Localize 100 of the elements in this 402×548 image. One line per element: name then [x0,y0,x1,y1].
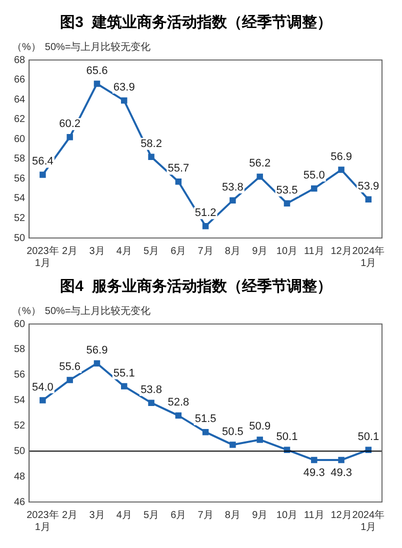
point [40,172,46,178]
text: 50%=与上月比较无变化 [44,40,151,53]
y-tick-label: 64 [14,94,26,106]
data-label: 50.9 [249,420,271,433]
y-tick-label: 60 [14,318,26,330]
x-tick-label: 8月 [224,510,240,521]
point [40,397,46,404]
data-label: 49.3 [303,467,325,480]
x-tick-label: 2024年 1月 [352,244,385,269]
y-tick-label: 50 [14,446,26,457]
y-tick-label: 54 [14,193,26,204]
chart-title: 图3 建筑业商务活动指数（经季节调整） [60,13,332,32]
y-tick-label: 48 [14,471,26,482]
x-tick-label: 7月 [198,246,214,257]
x-tick-label: 2023年 1月 [26,508,59,533]
data-label: 63.9 [113,82,135,94]
data-label: 56.4 [32,156,54,168]
point [148,400,154,406]
y-tick-label: 52 [14,420,26,432]
x-tick-label: 2月 [62,246,78,257]
point [202,428,209,436]
data-label: 52.8 [168,396,190,409]
x-tick-label: 3月 [89,510,105,521]
y-tick-label: 56 [14,370,26,381]
y-tick-label: 60 [14,134,26,145]
point [230,197,236,204]
point [230,442,236,448]
data-label: 49.3 [330,467,352,480]
point [311,185,318,192]
y-tick-label: 58 [14,344,26,356]
data-label: 54.0 [32,381,54,394]
point [66,376,73,384]
y-tick-label: 66 [14,74,26,86]
data-label: 55.0 [303,170,325,182]
data-label: 53.8 [222,181,244,194]
y-tick-label: 68 [14,54,26,66]
y-tick-label: 50 [14,232,26,244]
point [94,80,100,87]
data-label: 56.9 [330,150,352,163]
point [175,178,182,185]
point [365,196,372,203]
data-label: 50.1 [358,430,380,443]
y-tick-label: 54 [14,395,26,406]
x-tick-label: 11月 [304,510,324,521]
data-label: 53.5 [276,184,298,196]
point [121,383,128,390]
data-label: 65.6 [86,64,108,77]
x-tick-label: 8月 [224,246,240,257]
data-label: 53.8 [140,384,162,396]
point [148,154,154,160]
point [338,166,344,173]
point [66,134,73,140]
text: 50%=与上月比较无变化 [44,304,151,317]
x-tick-label: 12月 [330,510,352,521]
x-tick-label: 5月 [143,510,160,521]
y-tick-label: 46 [14,496,26,508]
point [175,412,182,419]
data-label: 55.7 [168,162,190,175]
x-tick-label: 3月 [89,246,105,257]
x-tick-label: 7月 [198,510,214,521]
y-tick-label: 58 [14,154,26,165]
y-tick-label: 56 [14,173,26,184]
chart-title: 图4 服务业商务活动指数（经季节调整） [60,277,332,296]
x-tick-label: 2月 [62,510,78,521]
point [94,360,100,367]
x-tick-label: 4月 [116,510,132,521]
x-tick-label: 9月 [252,510,268,521]
data-label: 51.5 [194,413,216,426]
x-tick-label: 2024年 1月 [352,508,385,533]
data-label: 50.5 [222,426,244,438]
x-tick-label: 10月 [276,246,298,257]
point [338,456,344,464]
data-label: 56.2 [249,158,271,170]
x-tick-label: 12月 [330,246,352,257]
x-tick-label: 2023年 1月 [26,244,59,269]
point [256,174,263,180]
data-label: 58.2 [140,138,162,150]
point [202,223,209,230]
point [256,436,263,443]
data-label: 55.6 [59,360,81,373]
data-label: 51.2 [194,207,216,220]
point [121,97,128,104]
y-axis-title: （%） [12,42,41,53]
data-label: 50.1 [276,430,298,443]
point [284,200,290,207]
x-tick-label: 5月 [143,246,160,257]
y-axis-title: （%） [12,306,41,317]
data-label: 55.1 [113,367,135,380]
x-tick-label: 11月 [304,246,324,257]
y-tick-label: 52 [14,212,26,224]
x-tick-label: 6月 [170,246,186,257]
x-tick-label: 9月 [252,246,268,257]
data-label: 60.2 [59,118,81,130]
data-label: 56.9 [86,344,108,356]
y-tick-label: 62 [14,114,26,126]
x-tick-label: 10月 [276,510,298,521]
data-label: 53.9 [358,180,380,192]
x-tick-label: 4月 [116,246,132,257]
x-tick-label: 6月 [170,510,186,521]
point [311,456,318,464]
